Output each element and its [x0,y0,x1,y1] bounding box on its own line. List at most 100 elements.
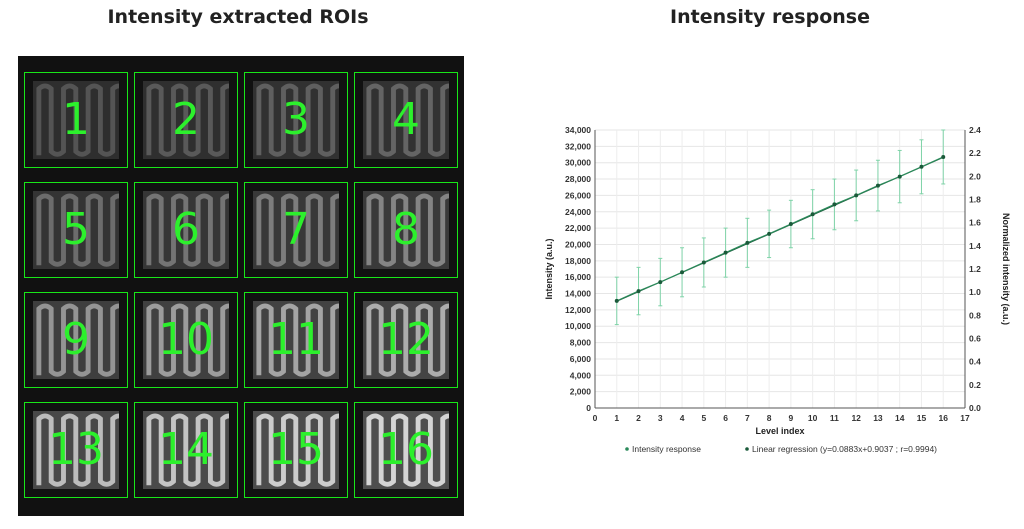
y-tick-label: 28,000 [565,174,591,184]
data-point [919,164,924,169]
x-tick-label: 7 [745,413,750,423]
legend-marker-regression [745,447,749,451]
y2-tick-label: 0.0 [969,403,981,413]
roi-7: 7 [244,182,348,278]
x-tick-label: 8 [767,413,772,423]
data-point [636,289,641,294]
roi-1: 1 [24,72,128,168]
data-point [701,260,706,265]
y2-tick-label: 2.4 [969,125,981,135]
data-point [854,193,859,198]
data-point [767,231,772,236]
serpentine-pattern [363,81,449,160]
serpentine-pattern [33,411,119,490]
roi-label: 7 [282,204,310,255]
y-tick-label: 10,000 [565,321,591,331]
y-tick-label: 26,000 [565,190,591,200]
y-tick-label: 6,000 [570,354,592,364]
chart-panel-title: Intensity response [670,6,870,28]
roi-9: 9 [24,292,128,388]
roi-label: 10 [158,314,214,365]
x-tick-label: 13 [873,413,883,423]
roi-14: 14 [134,402,238,498]
y-tick-label: 2,000 [570,387,592,397]
roi-label: 14 [158,424,214,475]
y2-tick-label: 2.0 [969,171,981,181]
roi-11: 11 [244,292,348,388]
data-point [810,212,815,217]
data-point [941,154,946,159]
roi-label: 16 [378,424,434,475]
data-point [788,222,793,227]
x-axis-label: Level index [755,426,804,436]
intensity-response-chart: 0 2,000 4,000 6,000 8,000 10,000 12,000 14,000 1… [544,125,1010,454]
y-tick-label: 22,000 [565,223,591,233]
roi-15: 15 [244,402,348,498]
y2-axis-label: Normalized intensity (a.u.) [1001,213,1010,325]
x-tick-label: 14 [895,413,905,423]
legend-label-response: Intensity response [632,444,701,454]
x-tick-label: 2 [636,413,641,423]
legend-label-regression: Linear regression (y=0.0883x+0.9037 ; r=… [752,444,937,454]
y2-tick-label: 0.6 [969,334,981,344]
roi-label: 6 [172,204,200,255]
y2-tick-label: 0.4 [969,357,981,367]
x-tick-label: 6 [723,413,728,423]
y-tick-label: 4,000 [570,370,592,380]
y2-tick-label: 2.2 [969,148,981,158]
y2-tick-label: 0.8 [969,310,981,320]
roi-4: 4 [354,72,458,168]
serpentine-pattern [363,411,449,490]
x-tick-label: 10 [808,413,818,423]
roi-label: 3 [282,94,310,145]
roi-label: 9 [62,314,90,365]
y-tick-label: 12,000 [565,305,591,315]
roi-13: 13 [24,402,128,498]
y-tick-label: 24,000 [565,207,591,217]
serpentine-pattern [253,191,339,270]
y-tick-label: 32,000 [565,141,591,151]
serpentine-pattern [33,301,119,380]
serpentine-pattern [33,81,119,160]
data-point [680,270,685,275]
roi-label: 12 [378,314,434,365]
data-point [658,280,663,285]
data-point [875,183,880,188]
roi-image: 1 5 9 13 2 6 10 14 3 7 11 15 4 8 12 16 [18,56,464,516]
roi-panel-title: Intensity extracted ROIs [107,6,369,28]
serpentine-pattern [253,301,339,380]
x-tick-label: 12 [851,413,861,423]
roi-label: 1 [62,94,90,145]
y-tick-label: 20,000 [565,239,591,249]
y2-tick-label: 1.0 [969,287,981,297]
roi-10: 10 [134,292,238,388]
serpentine-pattern [363,301,449,380]
serpentine-pattern [143,81,229,160]
y-tick-label: 14,000 [565,289,591,299]
intensity-line [616,156,944,302]
data-point [745,240,750,245]
y-tick-label: 16,000 [565,272,591,282]
x-tick-label: 3 [658,413,663,423]
y2-tick-label: 0.2 [969,380,981,390]
y2-tick-label: 1.4 [969,241,981,251]
data-point [614,298,619,303]
x-tick-label: 16 [939,413,949,423]
serpentine-pattern [253,81,339,160]
x-tick-label: 11 [830,413,839,423]
y-tick-label: 8,000 [570,338,592,348]
serpentine-pattern [143,301,229,380]
y-tick-label: 30,000 [565,158,591,168]
x-tick-label: 5 [701,413,706,423]
legend-marker-response [625,447,629,451]
serpentine-pattern [363,191,449,270]
x-tick-label: 15 [917,413,927,423]
roi-6: 6 [134,182,238,278]
serpentine-pattern [143,191,229,270]
serpentine-pattern [143,411,229,490]
data-point [723,250,728,255]
roi-label: 2 [172,94,200,145]
y2-tick-label: 1.6 [969,218,981,228]
x-tick-label: 1 [614,413,619,423]
y-axis-label: Intensity (a.u.) [544,238,554,299]
